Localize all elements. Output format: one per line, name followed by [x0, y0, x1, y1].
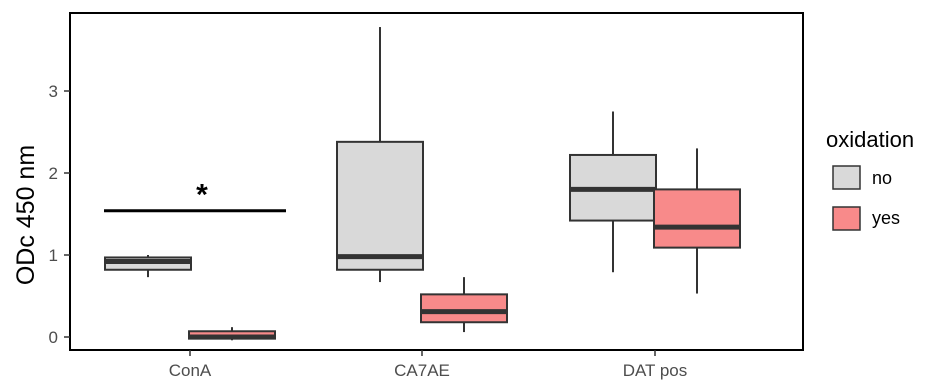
- box-no-ca7ae: [336, 27, 424, 283]
- significance-annotations: *: [104, 179, 286, 213]
- y-tick-label-3: 3: [49, 82, 58, 101]
- x-tick-label-1: CA7AE: [394, 361, 450, 380]
- box-yes-ca7ae: [420, 277, 508, 333]
- significance-marker: *: [196, 179, 208, 212]
- legend-label-no: no: [872, 168, 892, 188]
- legend-title: oxidation: [826, 127, 914, 152]
- y-axis-title: ODc 450 nm: [12, 145, 40, 285]
- legend-swatch-yes: [832, 206, 861, 231]
- box-yes-dat-pos: [653, 148, 741, 294]
- y-tick-label-1: 1: [49, 246, 58, 265]
- box-body: [336, 140, 424, 271]
- box-body: [653, 188, 741, 249]
- legend-swatch-no: [832, 165, 861, 190]
- y-tick-label-0: 0: [49, 328, 58, 347]
- legend: oxidation no yes: [826, 127, 914, 231]
- box-yes-cona: [188, 327, 276, 341]
- x-axis: ConA CA7AE DAT pos: [169, 350, 688, 380]
- legend-label-yes: yes: [872, 208, 900, 228]
- y-tick-label-2: 2: [49, 164, 58, 183]
- box-series: [104, 27, 741, 341]
- box-body: [420, 293, 508, 324]
- box-no-cona: [104, 255, 192, 278]
- box-no-dat-pos: [569, 111, 657, 273]
- x-tick-label-2: DAT pos: [623, 361, 688, 380]
- y-axis: 0 1 2 3: [49, 82, 70, 347]
- x-tick-label-0: ConA: [169, 361, 212, 380]
